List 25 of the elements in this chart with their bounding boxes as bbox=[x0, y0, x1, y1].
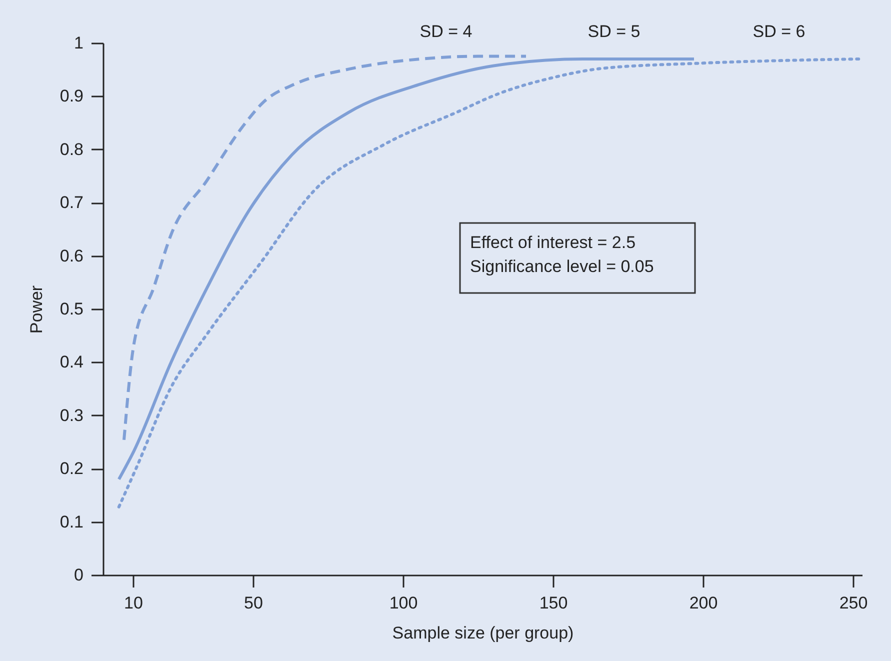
y-axis-title: Power bbox=[26, 285, 46, 334]
y-tick-label: 0.9 bbox=[60, 86, 84, 106]
y-tick-label: 0 bbox=[74, 566, 84, 584]
y-tick-label: 0.2 bbox=[60, 459, 84, 478]
x-tick-label: 250 bbox=[839, 594, 868, 612]
annotation: Effect of interest = 2.5 bbox=[470, 233, 636, 252]
line-series bbox=[117, 57, 860, 508]
y-tick-label: 0.1 bbox=[60, 512, 84, 532]
annotation: Significance level = 0.05 bbox=[470, 257, 654, 276]
series-label: SD = 6 bbox=[752, 22, 806, 41]
y-tick-label: 0.6 bbox=[60, 246, 84, 266]
x-axis-title: Sample size (per group) bbox=[392, 624, 574, 642]
y-tick-label: 0.7 bbox=[60, 193, 84, 212]
y-tick-label: 0.8 bbox=[60, 140, 84, 159]
y-tick-label: 0.5 bbox=[60, 300, 84, 318]
x-tick-label: 100 bbox=[389, 594, 418, 612]
x-tick-label: 50 bbox=[244, 594, 263, 612]
y-tick-label: 1 bbox=[74, 34, 84, 52]
series-label: SD = 5 bbox=[588, 22, 640, 41]
y-tick-label: 0.4 bbox=[60, 352, 84, 372]
x-tick-label: 150 bbox=[539, 594, 568, 612]
y-tick-label: 0.3 bbox=[60, 406, 84, 425]
x-tick-label: 200 bbox=[689, 594, 718, 612]
series-label: SD = 4 bbox=[420, 22, 472, 41]
x-tick-label: 10 bbox=[124, 594, 143, 612]
